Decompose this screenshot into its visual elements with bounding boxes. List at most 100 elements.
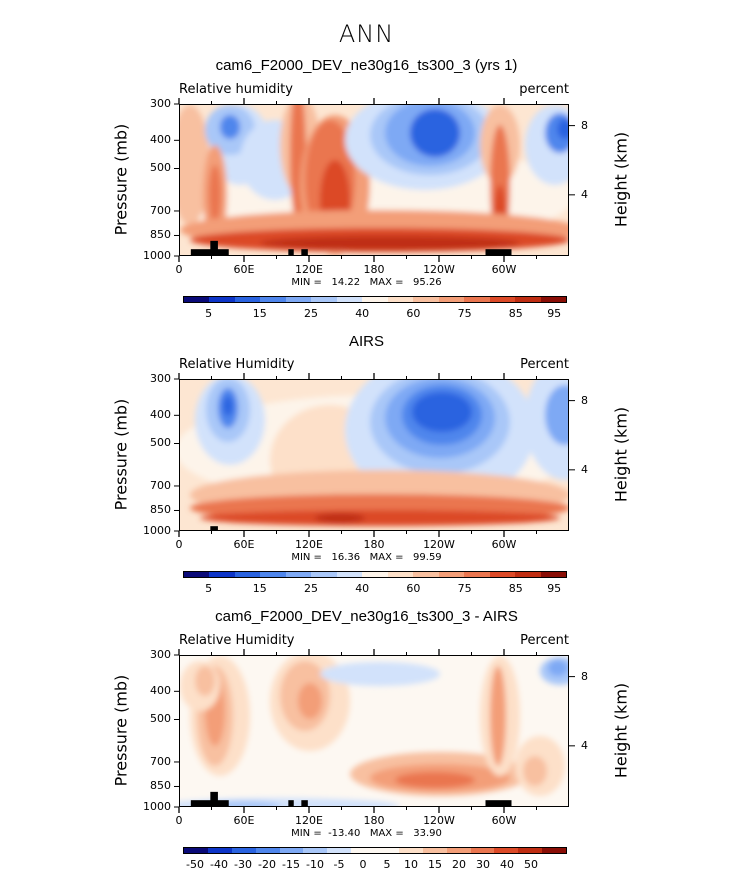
colorbar-label: 40 (355, 307, 370, 320)
y-tick-label: 1000 (143, 249, 171, 262)
colorbar-swatch (234, 572, 261, 577)
y2-tick-label: 8 (581, 669, 588, 683)
colorbar-label: 40 (355, 582, 370, 595)
colorbar-label: 95 (547, 582, 562, 595)
y-tick-label: 850 (150, 228, 171, 242)
colorbar-label: -30 (234, 858, 252, 871)
y-tick-label: 300 (150, 97, 171, 110)
x-tick-label: 120E (295, 538, 323, 551)
topography-mask (301, 800, 308, 806)
topography-mask (190, 249, 229, 255)
colorbar-label: 40 (500, 858, 514, 871)
colorbar-swatch (398, 848, 423, 853)
y2-axis-label: Height (km) (611, 131, 631, 228)
y-tick-label: 300 (150, 372, 171, 385)
colorbar-swatch (540, 297, 567, 302)
field-contour (220, 115, 240, 139)
colorbar-swatch (336, 297, 363, 302)
x-tick-label: 0 (175, 538, 183, 551)
x-tick-label: 60E (233, 538, 255, 551)
y-tick-label: 400 (150, 684, 171, 698)
field-contour (490, 666, 506, 766)
x-tick-label: 60W (491, 538, 517, 551)
field-contour (209, 165, 221, 225)
panel-left-label: Relative Humidity (179, 357, 295, 372)
colorbar-label: 10 (404, 858, 418, 871)
y2-tick-label: 4 (581, 462, 588, 476)
colorbar-swatch (489, 297, 516, 302)
x-tick-label: 180 (363, 538, 385, 551)
heatmap-plot (179, 104, 569, 256)
colorbar-label: -15 (282, 858, 300, 871)
colorbar-swatch (422, 848, 447, 853)
field-contour (412, 392, 472, 432)
x-tick-label: 60W (491, 263, 517, 276)
field-contour (260, 236, 520, 250)
colorbar-swatch (494, 848, 519, 853)
colorbar-swatch (464, 297, 490, 302)
field-contour (223, 396, 233, 416)
y-axis-label: Pressure (mb) (111, 674, 131, 787)
colorbar-swatch (260, 297, 286, 302)
colorbar-label: 15 (428, 858, 442, 871)
field-contour (200, 510, 560, 526)
panel-right-label: Percent (520, 357, 569, 372)
colorbar-label: 30 (476, 858, 490, 871)
y-tick-label: 300 (150, 648, 171, 661)
colorbar-swatch (285, 297, 312, 302)
colorbar-swatch (518, 848, 543, 853)
colorbar-label: 15 (252, 582, 267, 595)
colorbar-swatch (207, 848, 232, 853)
colorbar-label: 0 (359, 858, 367, 871)
y-tick-label: 700 (150, 203, 171, 217)
colorbar (183, 571, 567, 578)
colorbar-swatch (303, 848, 328, 853)
topography-mask (190, 800, 229, 806)
colorbar-label: -5 (333, 858, 345, 871)
panel-right-label: percent (519, 82, 569, 97)
topography-mask (210, 526, 218, 530)
field-contour (523, 756, 547, 786)
colorbar-swatch (542, 848, 566, 853)
colorbar (183, 847, 567, 854)
topography-mask (485, 249, 512, 255)
colorbar-swatch (387, 297, 414, 302)
panel-right-label: Percent (520, 633, 569, 648)
colorbar-swatch (209, 572, 235, 577)
y-axis-label: Pressure (mb) (111, 398, 131, 511)
colorbar-label: 5 (205, 307, 213, 320)
x-tick-label: 60E (233, 814, 255, 827)
colorbar-swatch (209, 297, 235, 302)
topography-mask (485, 800, 512, 806)
colorbar-label: 20 (452, 858, 466, 871)
colorbar-swatch (311, 572, 337, 577)
y2-tick-label: 8 (581, 393, 588, 407)
colorbar-label: 75 (457, 582, 472, 595)
topography-mask (288, 800, 294, 806)
x-tick-label: 120E (295, 263, 323, 276)
colorbar-swatch (184, 572, 210, 577)
colorbar-swatch (279, 848, 304, 853)
colorbar-label: 85 (508, 582, 523, 595)
colorbar-label: -20 (258, 858, 276, 871)
colorbar-swatch (362, 297, 388, 302)
colorbar-swatch (375, 848, 399, 853)
colorbar-label: -40 (210, 858, 228, 871)
colorbar (183, 296, 567, 303)
colorbar-label: 5 (383, 858, 391, 871)
y-tick-label: 1000 (143, 800, 171, 813)
topography-mask (288, 249, 294, 255)
colorbar-swatch (515, 572, 541, 577)
y-tick-label: 500 (150, 712, 171, 726)
colorbar-swatch (387, 572, 414, 577)
colorbar-label: -10 (306, 858, 324, 871)
field-contour (298, 683, 322, 719)
colorbar-label: 75 (457, 307, 472, 320)
colorbar-swatch (489, 572, 516, 577)
colorbar-label: 60 (406, 307, 421, 320)
x-tick-label: 180 (363, 263, 385, 276)
colorbar-swatch (184, 848, 208, 853)
field-contour (195, 666, 215, 696)
x-tick-label: 120E (295, 814, 323, 827)
colorbar-swatch (311, 297, 337, 302)
